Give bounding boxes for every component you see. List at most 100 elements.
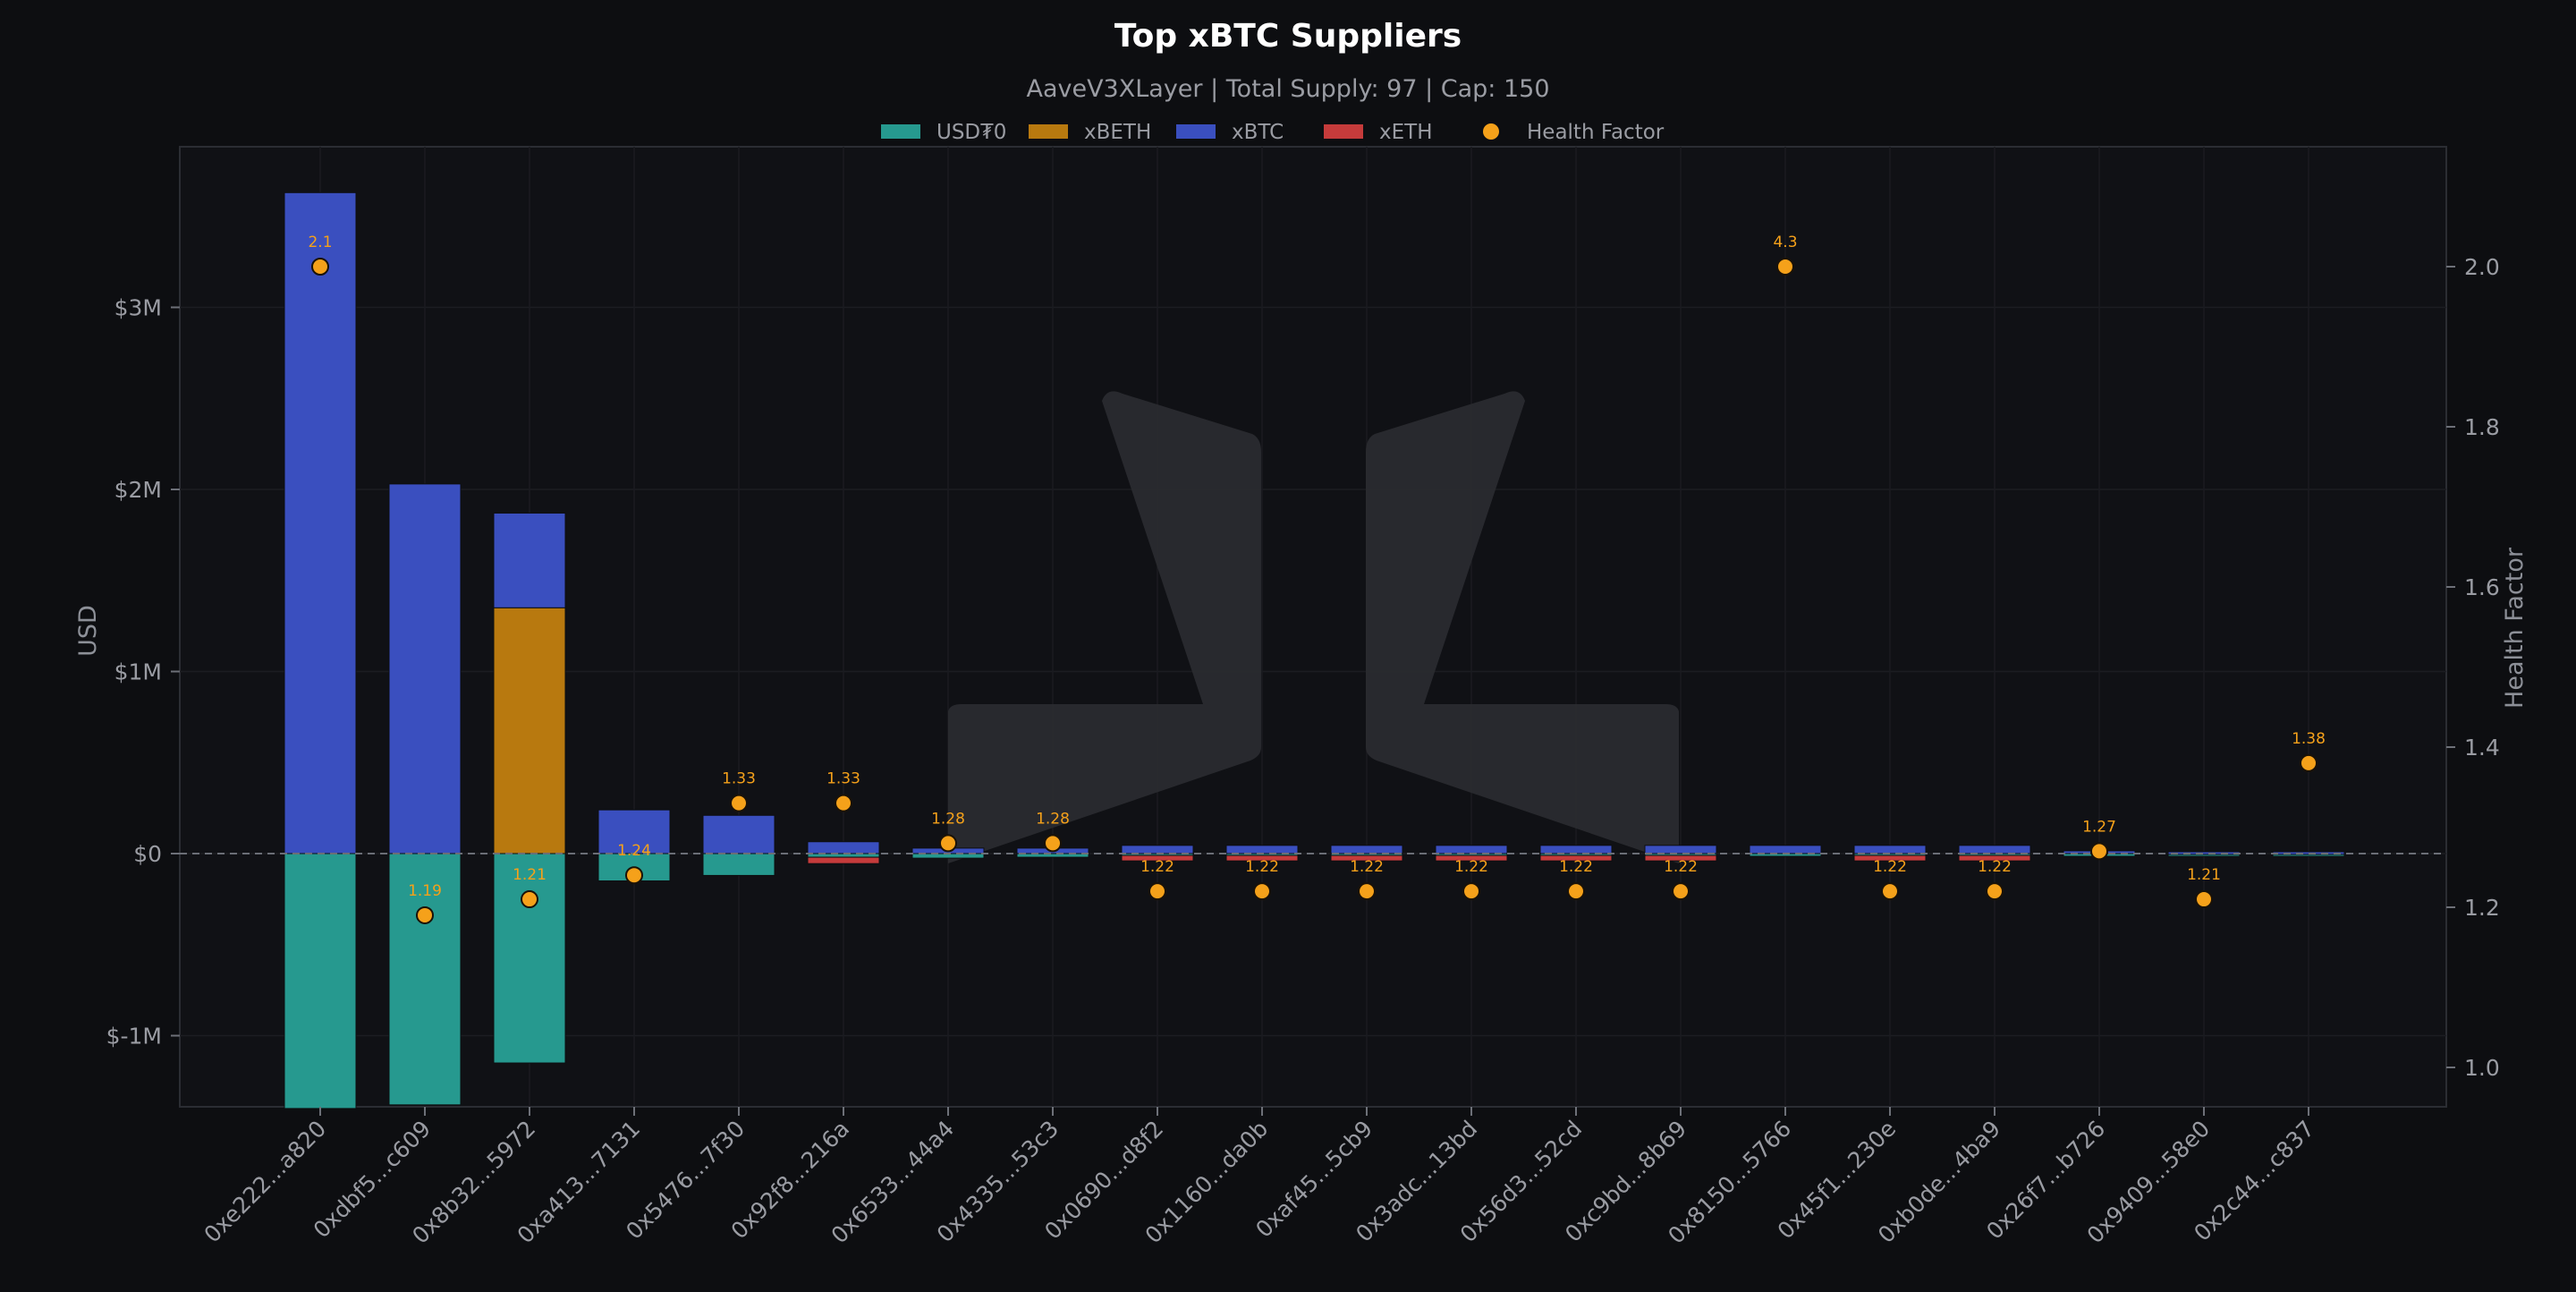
health-factor-point — [939, 834, 957, 853]
bar-segment — [284, 853, 357, 1109]
legend-label: xBTC — [1232, 121, 1284, 144]
bar-segment — [1539, 845, 1613, 854]
health-factor-point — [730, 794, 748, 812]
legend-swatch — [881, 124, 920, 139]
health-factor-label: 1.28 — [1036, 810, 1070, 828]
legend-label: xBETH — [1084, 121, 1151, 144]
bar-segment — [807, 856, 880, 864]
bar-segment — [388, 853, 462, 1106]
y-tick-label: $0 — [133, 841, 162, 867]
y-tick-label: $3M — [114, 295, 162, 321]
health-factor-point — [2300, 753, 2318, 772]
legend-label: USD₮0 — [936, 121, 1006, 144]
health-factor-point — [1776, 258, 1794, 276]
health-factor-point — [1986, 882, 2004, 901]
bar-segment — [1958, 854, 2031, 862]
y2-tick-label: 1.8 — [2464, 414, 2500, 440]
bar-segment — [1330, 854, 1403, 862]
y2-tick-label: 1.2 — [2464, 895, 2500, 921]
health-factor-label: 1.22 — [1350, 858, 1384, 876]
legend-label: Health Factor — [1527, 121, 1665, 144]
health-factor-label: 1.38 — [2292, 730, 2326, 748]
y2-tick-label: 2.0 — [2464, 254, 2500, 280]
health-factor-label: 2.1 — [308, 234, 332, 251]
health-factor-label: 1.24 — [617, 842, 651, 860]
health-factor-point — [1148, 882, 1166, 901]
y2-axis-label: Health Factor — [2501, 547, 2529, 709]
bar-segment — [1330, 845, 1403, 854]
bar-segment — [388, 483, 462, 854]
bar-segment — [1225, 854, 1299, 862]
health-factor-label: 1.21 — [513, 866, 547, 884]
health-factor-label: 4.3 — [1773, 234, 1797, 251]
bar-segment — [493, 607, 566, 854]
legend: USD₮0 xBETH xBTC xETH Health Factor — [881, 121, 1665, 144]
legend-swatch — [1324, 124, 1363, 139]
health-factor-point — [1672, 882, 1690, 901]
health-factor-layer: 2.1 1.19 1.21 1.24 1.33 1.33 1.28 1.28 1.22 1.22 1… — [308, 234, 2326, 924]
bar-segment — [1853, 845, 1927, 854]
health-factor-label: 1.22 — [1245, 858, 1279, 876]
watermark-logo — [948, 391, 1679, 863]
bar-segment — [1749, 845, 1822, 854]
y2-tick-label: 1.0 — [2464, 1055, 2500, 1081]
bar-segment — [1121, 845, 1194, 854]
bar-segment — [702, 853, 775, 876]
legend-swatch — [1029, 124, 1068, 139]
y2-tick-label: 1.6 — [2464, 574, 2500, 600]
health-factor-point — [1358, 882, 1376, 901]
health-factor-label: 1.19 — [408, 882, 442, 900]
y-axis-label: USD — [74, 605, 102, 657]
health-factor-point — [311, 258, 329, 276]
health-factor-point — [416, 905, 434, 924]
health-factor-point — [1567, 882, 1585, 901]
bar-segment — [493, 853, 566, 1064]
bar-segment — [1958, 845, 2031, 854]
legend-marker — [1483, 123, 1499, 140]
health-factor-label: 1.27 — [2082, 818, 2116, 836]
legend-swatch — [1176, 124, 1216, 139]
health-factor-point — [2090, 842, 2108, 861]
y-tick-label: $-1M — [106, 1024, 162, 1050]
bar-segment — [1435, 845, 1508, 854]
y-tick-label: $1M — [114, 659, 162, 685]
bar-segment — [1435, 854, 1508, 862]
health-factor-label: 1.22 — [1664, 858, 1698, 876]
health-factor-point — [625, 866, 643, 885]
health-factor-label: 1.22 — [1873, 858, 1907, 876]
health-factor-label: 1.22 — [1454, 858, 1488, 876]
chart-subtitle: AaveV3XLayer | Total Supply: 97 | Cap: 1… — [1026, 75, 1549, 103]
health-factor-point — [1044, 834, 1062, 853]
health-factor-label: 1.22 — [1140, 858, 1174, 876]
bar-segment — [1644, 845, 1717, 854]
bar-segment — [702, 814, 775, 854]
chart-title: Top xBTC Suppliers — [1114, 18, 1462, 55]
health-factor-label: 1.22 — [1559, 858, 1593, 876]
health-factor-point — [1462, 882, 1480, 901]
health-factor-label: 1.28 — [931, 810, 965, 828]
health-factor-label: 1.22 — [1978, 858, 2012, 876]
health-factor-label: 1.33 — [826, 770, 860, 788]
bar-segment — [1853, 854, 1927, 862]
bar-segment — [1225, 845, 1299, 854]
health-factor-label: 1.33 — [722, 770, 756, 788]
health-factor-point — [1881, 882, 1899, 901]
health-factor-point — [521, 890, 538, 909]
bar-segment — [284, 191, 357, 854]
bar-segment — [2167, 851, 2241, 855]
bar-segment — [1644, 854, 1717, 862]
bar-segment — [1539, 854, 1613, 862]
bar-segment — [493, 512, 566, 608]
health-factor-point — [1253, 882, 1271, 901]
bar-segment — [1121, 854, 1194, 862]
legend-label: xETH — [1379, 121, 1433, 144]
bars-layer — [284, 191, 2345, 1109]
y-tick-label: $2M — [114, 477, 162, 503]
bar-segment — [807, 841, 880, 854]
y2-tick-label: 1.4 — [2464, 735, 2500, 761]
health-factor-label: 1.21 — [2187, 866, 2221, 884]
health-factor-point — [2195, 890, 2213, 909]
health-factor-point — [835, 794, 852, 812]
